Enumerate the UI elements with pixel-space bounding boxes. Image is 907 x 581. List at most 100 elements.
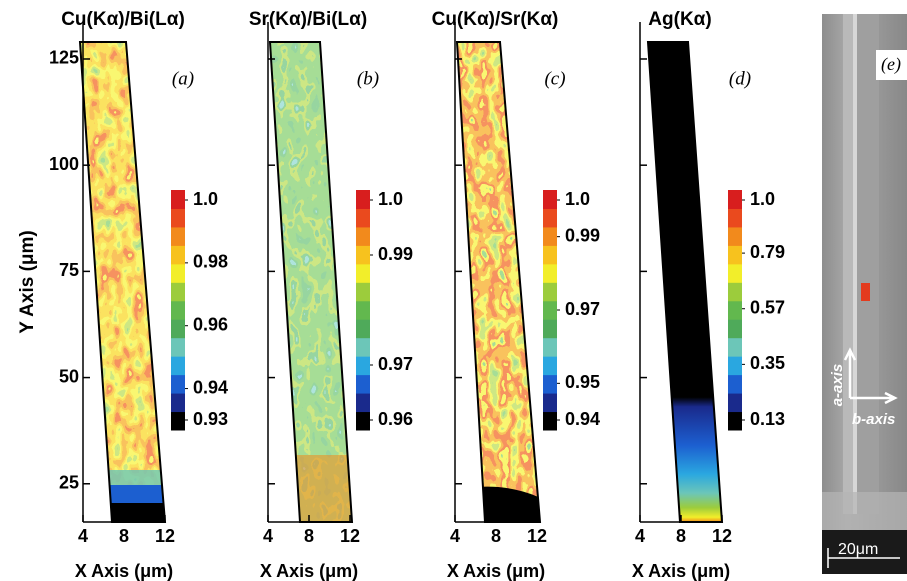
colorbar-swatch: [728, 300, 742, 320]
y-axis-label: Y Axis (μm): [17, 230, 38, 334]
panel-label: (d): [729, 68, 751, 89]
colorbar-tick-label: 0.97: [378, 354, 413, 374]
sem-axes-arrows: [843, 347, 898, 405]
colorbar-swatch: [171, 208, 185, 228]
colorbar-swatch: [171, 411, 185, 431]
panel-title: Cu(Kα)/Bi(Lα): [61, 9, 185, 30]
y-tick-label: 75: [59, 260, 79, 280]
colorbar-swatch: [356, 374, 370, 394]
sem-info-bar: [822, 530, 907, 574]
colorbar-swatch: [171, 226, 185, 246]
colorbar-swatch: [171, 374, 185, 394]
sem-label-box: [876, 50, 907, 80]
map-image: [270, 42, 352, 522]
x-tick-label: 4: [635, 526, 645, 546]
colorbar-tick-label: 0.13: [750, 409, 785, 429]
x-tick-label: 8: [119, 526, 129, 546]
y-tick-label: 125: [49, 48, 79, 68]
colorbar-swatch: [356, 208, 370, 228]
sem-axis-b: b-axis: [852, 411, 895, 428]
colorbar-swatch: [356, 282, 370, 302]
colorbar-swatch: [543, 393, 557, 413]
colorbar-swatch: [728, 393, 742, 413]
x-axis-label: X Axis (μm): [632, 561, 730, 581]
colorbar-tick-label: 0.35: [750, 353, 785, 373]
colorbar-swatch: [356, 411, 370, 431]
colorbar-swatch: [171, 300, 185, 320]
panel-label: (c): [544, 68, 565, 89]
strip-outline: [268, 41, 354, 523]
colorbar-swatch: [356, 337, 370, 357]
colorbar-swatch: [728, 356, 742, 376]
colorbar-tick-label: 0.93: [193, 409, 228, 429]
colorbar-swatch: [543, 190, 557, 209]
colorbar-swatch: [356, 319, 370, 339]
sem-label: (e): [881, 54, 901, 75]
colorbar-swatch: [356, 393, 370, 413]
panel-title: Cu(Kα)/Sr(Kα): [432, 9, 559, 30]
colorbar-tick-label: 1.0: [565, 189, 590, 209]
colorbar-swatch: [543, 411, 557, 431]
map-texture: [270, 42, 352, 522]
x-tick-label: 8: [491, 526, 501, 546]
colorbar-swatch: [728, 319, 742, 339]
sem-scale-bar: [827, 548, 900, 568]
colorbar-swatch: [356, 300, 370, 320]
colorbar-swatch: [171, 282, 185, 302]
colorbar-tick-label: 1.0: [193, 189, 218, 209]
colorbar-swatch: [728, 263, 742, 283]
colorbar-swatch: [356, 190, 370, 209]
sem-ridge: [843, 14, 853, 514]
map-panel: 4 8 12 X Axis (μm) Sr(Kα)/Bi(Lα) (b) 1.0 0.99 0.…: [249, 9, 413, 581]
colorbar-swatch: [543, 337, 557, 357]
colorbar-tick-label: 0.99: [565, 225, 600, 245]
colorbar-swatch: [543, 226, 557, 246]
x-tick-label: 8: [676, 526, 686, 546]
colorbar-swatch: [356, 356, 370, 376]
colorbar-tick-label: 0.94: [565, 409, 600, 429]
map-panel: 4 8 12 X Axis (μm) Cu(Kα)/Sr(Kα) (c) 1.0 0.99 0.…: [432, 9, 600, 581]
colorbar-swatch: [543, 319, 557, 339]
colorbar-tick-label: 0.79: [750, 242, 785, 262]
colorbar-swatch: [543, 208, 557, 228]
colorbar-tick-label: 0.57: [750, 297, 785, 317]
colorbar-swatch: [543, 356, 557, 376]
colorbar-swatch: [543, 282, 557, 302]
x-tick-label: 4: [78, 526, 88, 546]
colorbar-tick-label: 1.0: [378, 189, 403, 209]
x-tick-label: 4: [450, 526, 460, 546]
colorbar-swatch: [356, 245, 370, 265]
map-texture: [270, 455, 352, 522]
x-tick-label: 12: [155, 526, 175, 546]
colorbar-tick-label: 0.99: [378, 244, 413, 264]
strip-outline: [455, 41, 542, 523]
colorbar-tick-label: 0.95: [565, 372, 600, 392]
colorbar-swatch: [728, 337, 742, 357]
map-panel: 4 8 12 X Axis (μm) Ag(Kα) (d) 1.0 0.79 0.57 0.35 0…: [632, 9, 785, 581]
sem-ridge: [857, 14, 879, 514]
colorbar-tick-label: 1.0: [750, 189, 775, 209]
sem-axis-a: a-axis: [829, 364, 846, 407]
x-axis-label: X Axis (μm): [447, 561, 545, 581]
colorbar-swatch: [171, 393, 185, 413]
colorbar-tick-label: 0.96: [193, 314, 228, 334]
x-axis-label: X Axis (μm): [260, 561, 358, 581]
sem-marker: [861, 283, 870, 301]
colorbar-tick-label: 0.97: [565, 299, 600, 319]
colorbar-swatch: [171, 245, 185, 265]
y-tick-label: 25: [59, 473, 79, 493]
colorbar-swatch: [171, 263, 185, 283]
colorbar-swatch: [728, 411, 742, 431]
sem-panel: (e) a-axis b-axis 20μm: [822, 14, 907, 574]
colorbar-swatch: [171, 319, 185, 339]
colorbar-tick-label: 0.98: [193, 252, 228, 272]
x-axis-label: X Axis (μm): [75, 561, 173, 581]
x-tick-label: 12: [712, 526, 732, 546]
colorbar-swatch: [171, 356, 185, 376]
sem-base: [822, 492, 907, 532]
colorbar-swatch: [356, 263, 370, 283]
y-tick-label: 100: [49, 154, 79, 174]
panel-title: Ag(Kα): [648, 9, 711, 30]
